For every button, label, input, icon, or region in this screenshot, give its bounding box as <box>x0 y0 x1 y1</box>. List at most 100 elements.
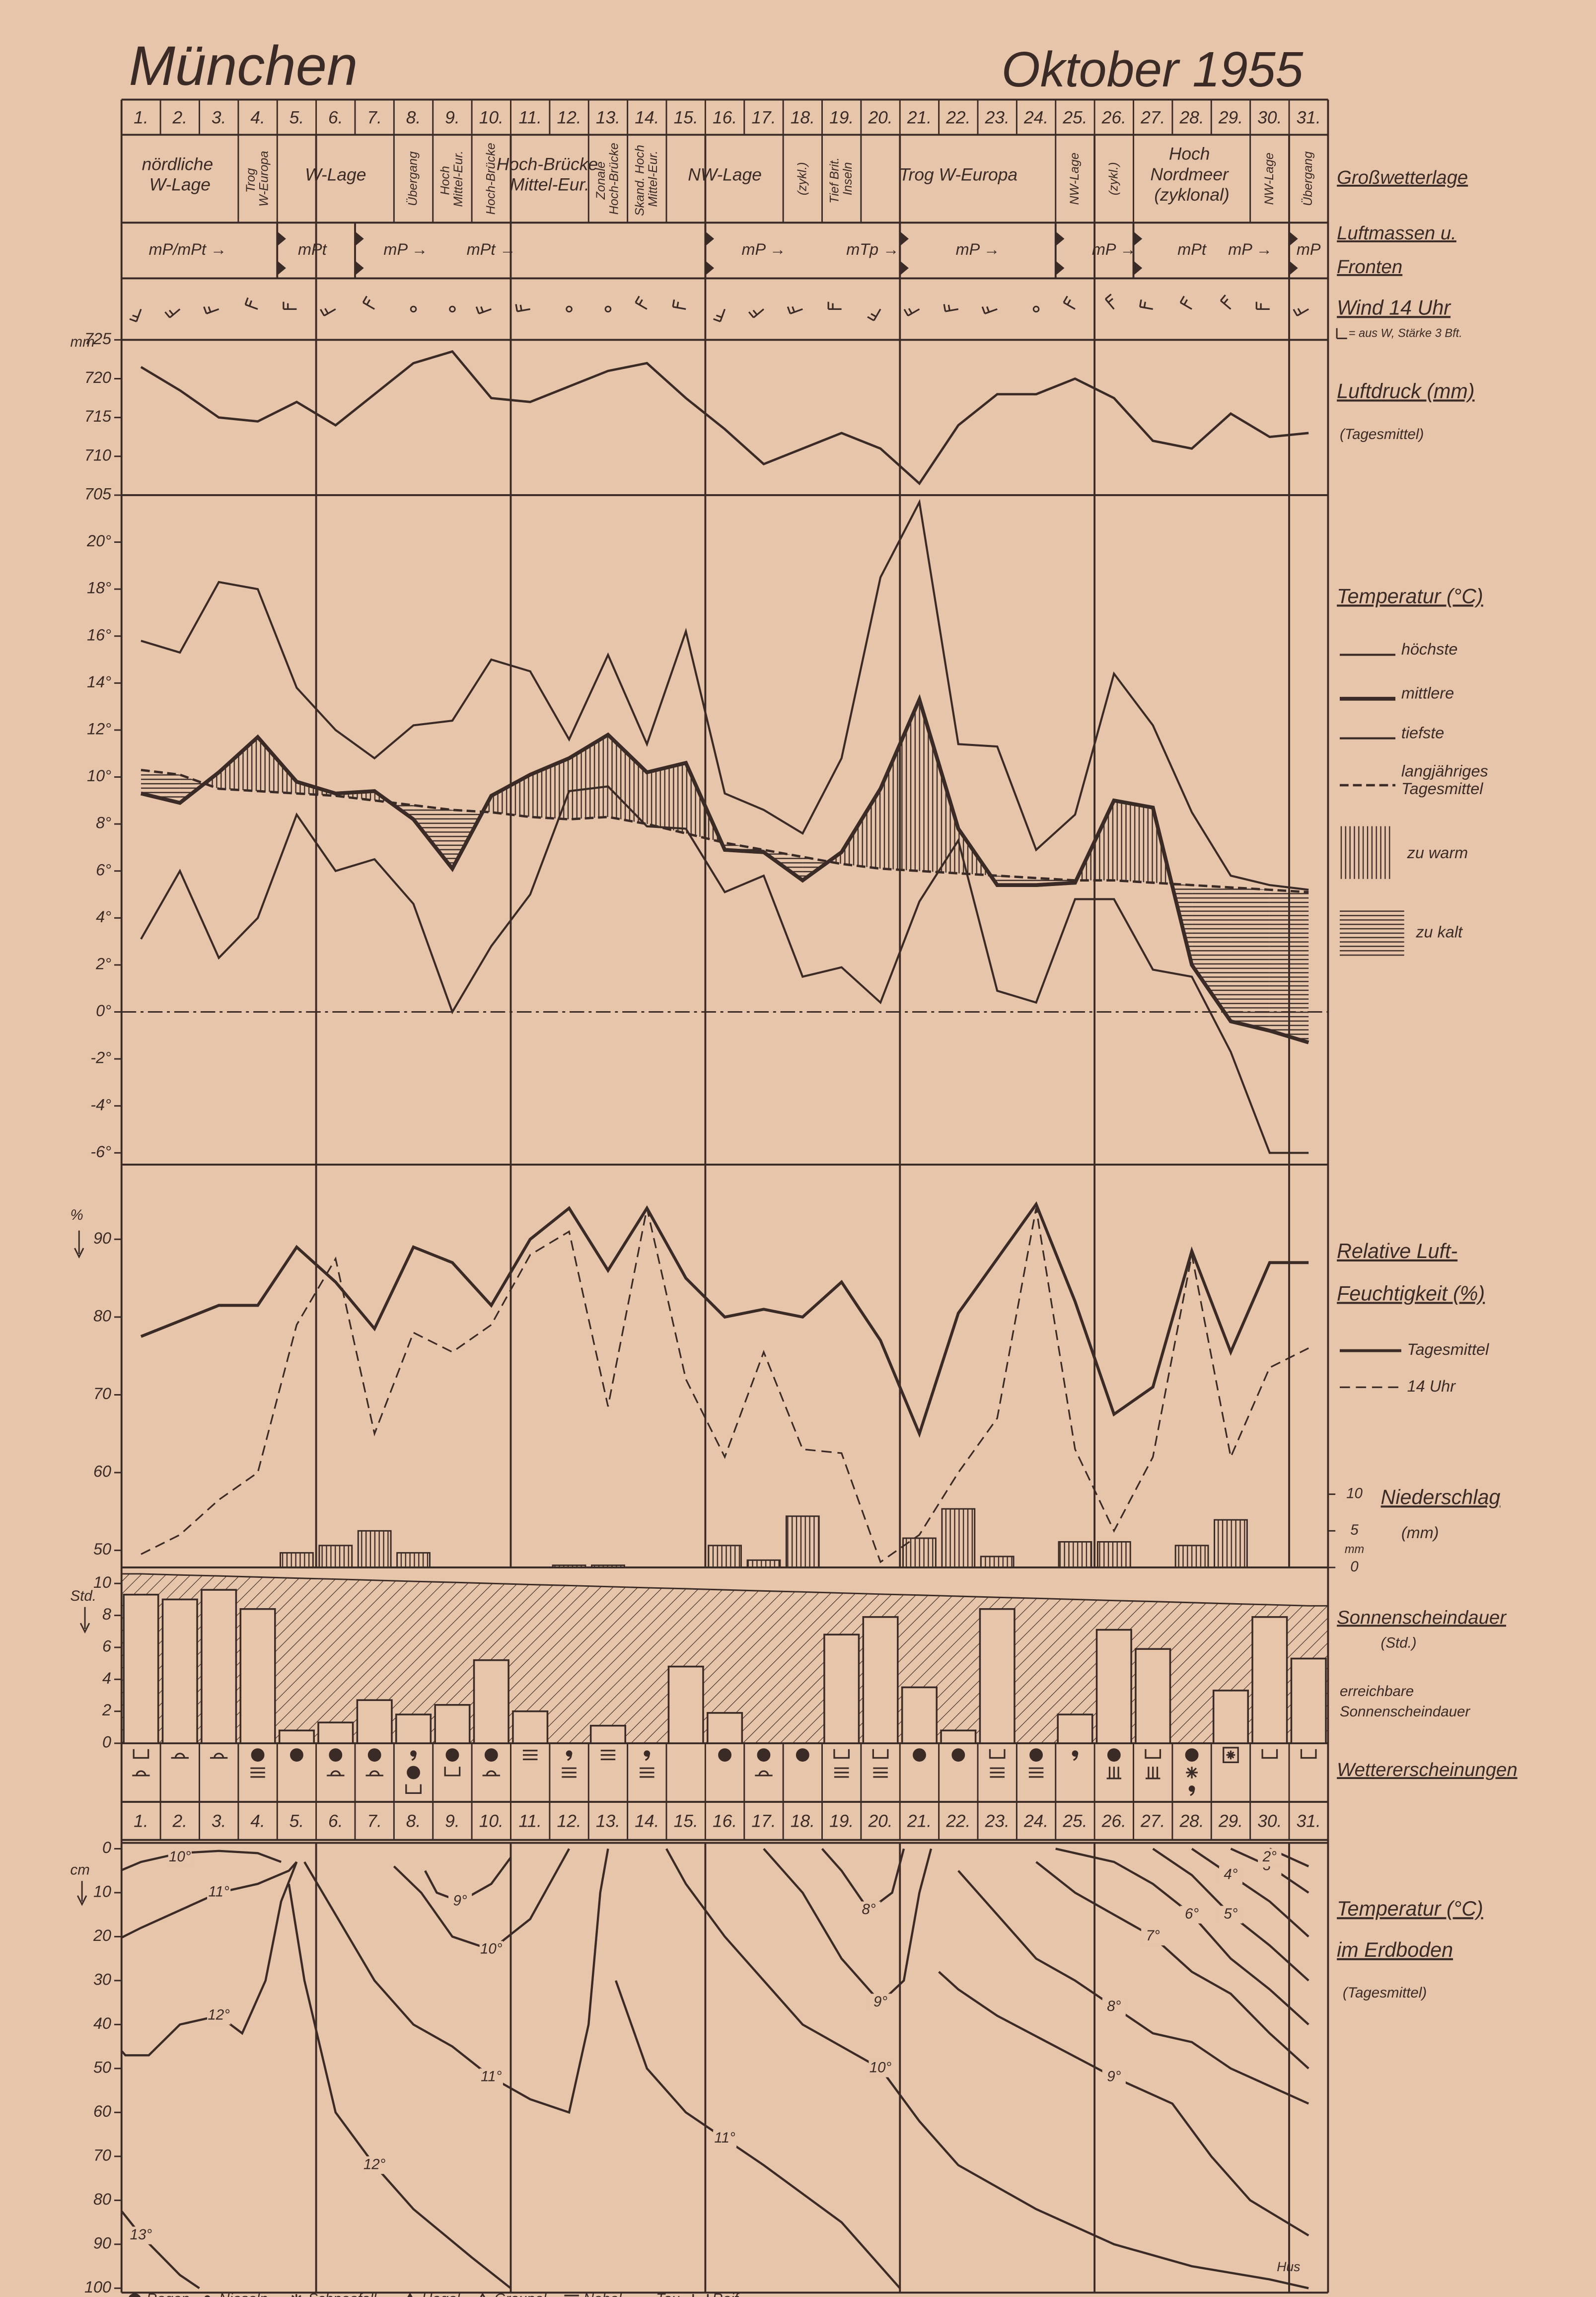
day-label: 27. <box>1140 1812 1165 1831</box>
y-tick-label: 80 <box>93 1307 111 1325</box>
isotherm <box>665 1848 1309 2290</box>
y-tick-label: 50 <box>93 1540 111 1558</box>
air-mass-label: mP <box>1297 240 1321 258</box>
sunshine-bar <box>1057 1713 1093 1744</box>
weather-symbol-part <box>1106 1767 1122 1779</box>
legend-label: Tagesmittel <box>1407 1340 1489 1358</box>
day-label: 27. <box>1140 108 1165 127</box>
isotherm-label-bg <box>129 2226 153 2244</box>
panel-title: Sonnenscheindauer <box>1337 1607 1507 1628</box>
panel-title: Temperatur (°C) <box>1337 585 1483 607</box>
weather-situation-label: Hoch-Brücke Mittel-Eur. <box>497 155 603 195</box>
weather-symbol-part <box>210 1753 228 1759</box>
air-mass-label: mP → <box>741 240 786 258</box>
weather-symbol <box>365 1770 383 1777</box>
weather-symbol-part <box>444 1767 461 1777</box>
sunshine-bar <box>1290 1657 1327 1744</box>
day-label: 22. <box>945 1812 970 1831</box>
weather-symbol-part <box>411 1754 417 1761</box>
wind-arrow <box>283 301 297 310</box>
weather-symbol <box>796 1748 809 1762</box>
day-label: 24. <box>1023 1812 1048 1831</box>
day-label: 8. <box>406 108 421 127</box>
weather-symbol-part <box>757 1748 771 1762</box>
wind-calm <box>449 305 456 313</box>
day-label: 12. <box>557 1812 581 1831</box>
isotherm-label-bg <box>1102 2068 1126 2086</box>
weather-situation-label: Trog W-Europa <box>243 151 271 207</box>
unit-arrow-head <box>79 1623 90 1634</box>
weather-symbol-part <box>367 1748 381 1762</box>
weather-symbol <box>989 1749 1006 1759</box>
warm-hatch <box>491 774 530 817</box>
weather-symbol <box>290 1748 303 1762</box>
weather-symbol-part <box>1029 1748 1043 1762</box>
y-tick-label: 90 <box>93 1229 111 1247</box>
legend-cold <box>1339 908 1404 959</box>
y-tick-label: 4° <box>96 908 111 926</box>
day-label: 7. <box>367 1812 382 1831</box>
y-tick-label: 8 <box>102 1605 111 1623</box>
day-label: 4. <box>250 1812 265 1831</box>
warm-hatch <box>1114 800 1153 883</box>
air-mass-label: mP/mPt → <box>149 240 227 258</box>
legend-label: Hagel, <box>422 2291 464 2297</box>
air-mass-label: mTp → <box>846 240 899 258</box>
day-label: 14. <box>635 1812 659 1831</box>
day-label: 31. <box>1297 1812 1321 1831</box>
legend-label: Reif, <box>712 2291 742 2297</box>
row-title: Wettererscheinungen <box>1337 1759 1518 1780</box>
precipitation-bar <box>318 1545 353 1568</box>
legend-warm <box>1339 826 1393 879</box>
y-tick-label: 10 <box>93 1882 111 1900</box>
y2-unit: mm <box>1345 1543 1364 1556</box>
isotherm-label: 12° <box>363 2156 386 2172</box>
day-label: 9. <box>445 1812 460 1831</box>
wind-arrow <box>515 304 530 312</box>
isotherm-label: 9° <box>453 1892 467 1909</box>
isotherm <box>1035 1861 1309 2070</box>
day-label: 13. <box>596 108 620 127</box>
weather-symbol <box>1107 1748 1121 1762</box>
sunshine-bar <box>1212 1690 1249 1744</box>
isotherm-label-bg <box>713 2130 737 2148</box>
weather-symbol-part <box>482 1770 501 1777</box>
weather-symbol-part <box>405 1784 422 1794</box>
panel-title: Relative Luft- <box>1337 1240 1457 1262</box>
signature: Hus <box>1277 2259 1300 2274</box>
sunshine-bar <box>161 1598 198 1744</box>
day-label: 14. <box>635 108 659 127</box>
warm-hatch <box>258 737 297 794</box>
weather-situation-label: Tief Brit. Inseln <box>827 154 855 204</box>
weather-symbol <box>484 1748 498 1762</box>
sunshine-bar <box>1135 1648 1171 1744</box>
weather-symbol-part <box>872 1749 889 1759</box>
weather-symbol-part <box>951 1748 965 1762</box>
weather-symbol-part <box>1188 1785 1195 1792</box>
air-mass-label: mPt <box>1177 240 1207 258</box>
isotherm-label-bg <box>479 2068 503 2086</box>
y-tick-label: 20 <box>93 1927 111 1944</box>
front-marker <box>1133 231 1143 276</box>
weather-situation-label: Hoch-Brücke <box>484 143 498 215</box>
sunshine-bar <box>473 1659 509 1744</box>
isotherm-label: 6° <box>1185 1906 1199 1922</box>
wind-arrow <box>787 306 803 314</box>
sunshine-bar <box>317 1721 354 1744</box>
wind-arrow <box>981 306 998 314</box>
wind-key: = aus W, Stärke 3 Bft. <box>1349 327 1462 340</box>
weather-symbol-part <box>1226 1750 1235 1760</box>
precipitation-bar <box>280 1552 314 1568</box>
day-label: 30. <box>1257 1812 1282 1831</box>
weather-symbol <box>1106 1767 1122 1779</box>
isotherm-label-bg <box>857 1901 881 1919</box>
air-mass-label: mP → <box>383 240 428 258</box>
humidity-line <box>140 1201 1309 1438</box>
humidity-line <box>141 1208 1309 1563</box>
isotherm-label: 8° <box>1107 1998 1121 2014</box>
wind-arrow <box>1063 296 1076 310</box>
isotherm-label: 8° <box>862 1901 875 1918</box>
day-label: 28. <box>1179 1812 1204 1831</box>
weather-symbol <box>562 1767 577 1778</box>
